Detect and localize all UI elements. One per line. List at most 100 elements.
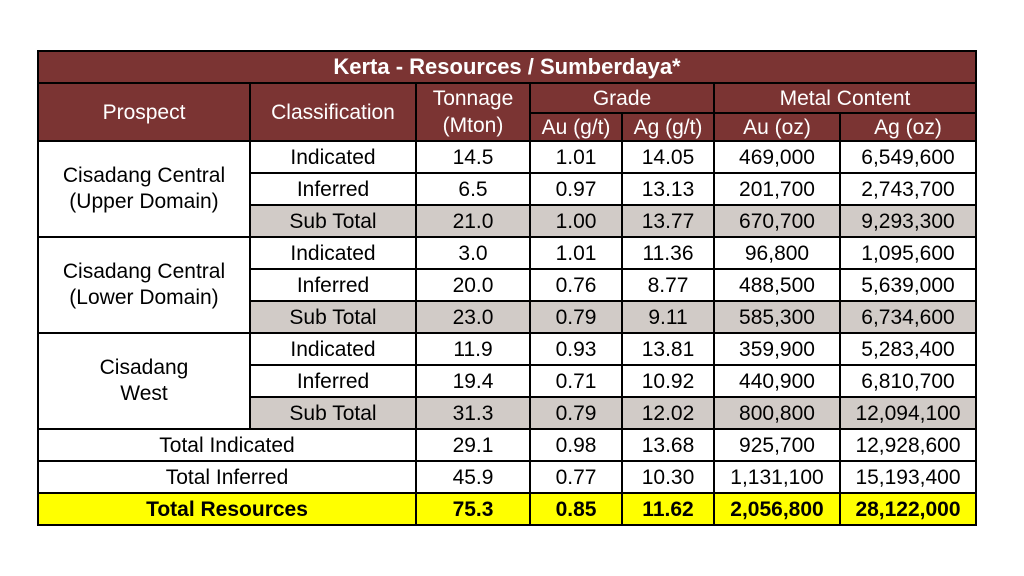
au-gt-cell: 0.93 — [529, 332, 623, 366]
au-gt-cell: 1.01 — [529, 140, 623, 174]
au-oz-cell: 440,900 — [713, 364, 841, 398]
tonnage-cell: 19.4 — [415, 364, 531, 398]
ag-gt-cell: 13.13 — [621, 172, 715, 206]
ag-oz-cell: 6,734,600 — [839, 300, 977, 334]
tonnage-cell: 75.3 — [415, 492, 531, 526]
classification-cell: Sub Total — [249, 204, 417, 238]
table-row: Cisadang West Indicated 11.9 0.93 13.81 359,90… — [37, 332, 977, 430]
au-gt-cell: 0.85 — [529, 492, 623, 526]
table-row: Sub Total 23.0 0.79 9.11 585,300 6,734,600 — [38, 300, 977, 334]
prospect-cell: Cisadang Central (Lower Domain) — [37, 236, 251, 334]
ag-oz-cell: 6,810,700 — [839, 364, 977, 398]
total-row: Total Indicated 29.1 0.98 13.68 925,700 12,92… — [37, 428, 977, 462]
total-label-cell: Total Indicated — [37, 428, 417, 462]
table-row: Cisadang Central (Lower Domain) Indicated 3… — [37, 236, 977, 334]
au-gt-cell: 1.00 — [529, 204, 623, 238]
au-oz-cell: 2,056,800 — [713, 492, 841, 526]
au-oz-cell: 488,500 — [713, 268, 841, 302]
header-tonnage-line1: Tonnage — [432, 87, 514, 110]
prospect-name-line1: Cisadang Central — [62, 259, 226, 283]
au-oz-cell: 925,700 — [713, 428, 841, 462]
tonnage-cell: 23.0 — [415, 300, 531, 334]
header-ag-metal: Ag (oz) — [839, 112, 977, 142]
prospect-name-line2: (Upper Domain) — [69, 190, 219, 213]
classification-cell: Sub Total — [249, 396, 417, 430]
au-oz-cell: 585,300 — [713, 300, 841, 334]
ag-gt-cell: 8.77 — [621, 268, 715, 302]
grand-total-row: Total Resources 75.3 0.85 11.62 2,056,800 28,… — [37, 492, 977, 526]
au-gt-cell: 0.77 — [529, 460, 623, 494]
ag-oz-cell: 12,094,100 — [839, 396, 977, 430]
tonnage-cell: 3.0 — [415, 236, 531, 270]
header-classification: Classification — [249, 82, 417, 142]
ag-gt-cell: 10.92 — [621, 364, 715, 398]
header-tonnage-line2: (Mton) — [442, 114, 504, 137]
classification-cell: Inferred — [249, 172, 417, 206]
au-oz-cell: 469,000 — [713, 140, 841, 174]
au-gt-cell: 0.98 — [529, 428, 623, 462]
prospect-name-line2: West — [120, 382, 168, 405]
classification-cell: Inferred — [249, 268, 417, 302]
prospect-name-line1: Cisadang Central — [62, 163, 226, 187]
tonnage-cell: 20.0 — [415, 268, 531, 302]
table-row: Inferred 19.4 0.71 10.92 440,900 6,810,700 — [38, 364, 977, 398]
au-oz-cell: 670,700 — [713, 204, 841, 238]
table-row: Sub Total 31.3 0.79 12.02 800,800 12,094,100 — [38, 396, 977, 430]
ag-gt-cell: 11.36 — [621, 236, 715, 270]
tonnage-cell: 31.3 — [415, 396, 531, 430]
au-gt-cell: 0.79 — [529, 300, 623, 334]
ag-oz-cell: 28,122,000 — [839, 492, 977, 526]
table-row: Sub Total 21.0 1.00 13.77 670,700 9,293,300 — [38, 204, 977, 238]
grand-total-label-cell: Total Resources — [37, 492, 417, 526]
ag-oz-cell: 5,639,000 — [839, 268, 977, 302]
ag-gt-cell: 10.30 — [621, 460, 715, 494]
classification-cell: Indicated — [249, 236, 417, 270]
au-gt-cell: 0.71 — [529, 364, 623, 398]
header-au-metal: Au (oz) — [713, 112, 841, 142]
prospect-name-line1: Cisadang — [99, 355, 189, 379]
tonnage-cell: 6.5 — [415, 172, 531, 206]
classification-cell: Inferred — [249, 364, 417, 398]
ag-gt-cell: 11.62 — [621, 492, 715, 526]
total-row: Total Inferred 45.9 0.77 10.30 1,131,100 15,1… — [37, 460, 977, 494]
classification-cell: Sub Total — [249, 300, 417, 334]
prospect-cell: Cisadang Central (Upper Domain) — [37, 140, 251, 238]
table-row: Inferred 6.5 0.97 13.13 201,700 2,743,700 — [38, 172, 977, 206]
header-ag-grade: Ag (g/t) — [621, 112, 715, 142]
header-tonnage: Tonnage (Mton) — [415, 82, 531, 142]
header-prospect: Prospect — [37, 82, 251, 142]
au-oz-cell: 359,900 — [713, 332, 841, 366]
tonnage-cell: 29.1 — [415, 428, 531, 462]
resources-table: Kerta - Resources / Sumberdaya* Prospect… — [37, 50, 977, 526]
ag-oz-cell: 9,293,300 — [839, 204, 977, 238]
table-title: Kerta - Resources / Sumberdaya* — [37, 50, 977, 84]
header-metal-content: Metal Content — [713, 82, 977, 114]
classification-cell: Indicated — [249, 140, 417, 174]
header-grade: Grade — [529, 82, 715, 114]
ag-oz-cell: 5,283,400 — [839, 332, 977, 366]
ag-gt-cell: 13.68 — [621, 428, 715, 462]
ag-gt-cell: 14.05 — [621, 140, 715, 174]
au-oz-cell: 800,800 — [713, 396, 841, 430]
ag-oz-cell: 12,928,600 — [839, 428, 977, 462]
tonnage-cell: 21.0 — [415, 204, 531, 238]
prospect-cell: Cisadang West — [37, 332, 251, 430]
ag-oz-cell: 6,549,600 — [839, 140, 977, 174]
table-row: Cisadang Central (Upper Domain) Indicated 1… — [37, 140, 977, 238]
au-gt-cell: 0.76 — [529, 268, 623, 302]
au-oz-cell: 96,800 — [713, 236, 841, 270]
ag-gt-cell: 12.02 — [621, 396, 715, 430]
ag-oz-cell: 2,743,700 — [839, 172, 977, 206]
table-row: Inferred 20.0 0.76 8.77 488,500 5,639,000 — [38, 268, 977, 302]
tonnage-cell: 11.9 — [415, 332, 531, 366]
ag-oz-cell: 1,095,600 — [839, 236, 977, 270]
classification-cell: Indicated — [249, 332, 417, 366]
ag-gt-cell: 13.77 — [621, 204, 715, 238]
au-gt-cell: 1.01 — [529, 236, 623, 270]
header-au-grade: Au (g/t) — [529, 112, 623, 142]
au-oz-cell: 1,131,100 — [713, 460, 841, 494]
au-oz-cell: 201,700 — [713, 172, 841, 206]
au-gt-cell: 0.97 — [529, 172, 623, 206]
tonnage-cell: 14.5 — [415, 140, 531, 174]
au-gt-cell: 0.79 — [529, 396, 623, 430]
